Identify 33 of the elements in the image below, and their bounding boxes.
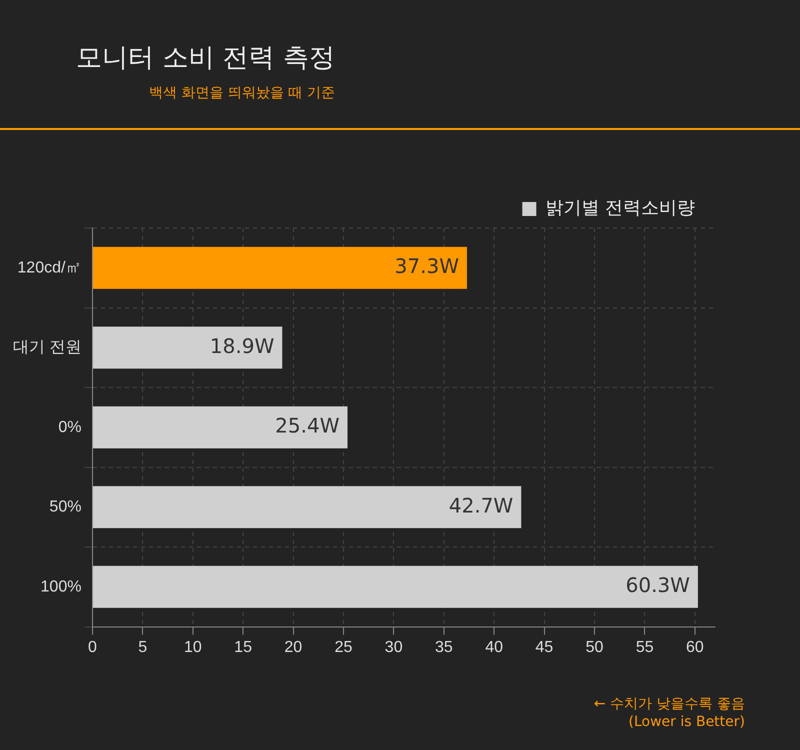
x-tick-label: 60 bbox=[686, 638, 704, 656]
data-label: 37.3W bbox=[394, 254, 460, 278]
bar bbox=[92, 406, 348, 448]
x-tick-label: 25 bbox=[334, 638, 352, 656]
x-tick-label: 45 bbox=[535, 638, 554, 656]
y-tick-label: 대기 전원 bbox=[12, 339, 82, 356]
data-label: 18.9W bbox=[210, 334, 274, 358]
text: (Lower is Better) bbox=[627, 713, 745, 731]
y-tick-label: 0% bbox=[58, 418, 82, 436]
x-tick-label: 15 bbox=[234, 638, 252, 656]
bar bbox=[92, 326, 282, 369]
data-label: 42.7W bbox=[448, 493, 514, 518]
data-label: 25.4W bbox=[275, 414, 340, 438]
chart-title: 모니터 소비 전력 측정 bbox=[76, 42, 335, 75]
x-tick-label: 20 bbox=[284, 638, 302, 656]
bar bbox=[92, 486, 522, 528]
data-label: 60.3W bbox=[626, 573, 690, 598]
x-tick-label: 50 bbox=[586, 638, 604, 656]
y-tick-label: 50% bbox=[49, 498, 82, 516]
x-tick-label: 30 bbox=[384, 638, 403, 656]
y-tick-label: 120cd/㎡ bbox=[17, 259, 82, 276]
x-tick-label: 40 bbox=[485, 638, 504, 656]
text: ← 수치가 낮을수록 좋음 bbox=[594, 695, 745, 713]
bar bbox=[92, 246, 467, 289]
legend-label: 밝기별 전력소비량 bbox=[545, 198, 696, 219]
chart-subtitle: 백색 화면을 띄워놨을 때 기준 bbox=[149, 84, 335, 102]
x-tick-label: 0 bbox=[88, 638, 97, 656]
bar bbox=[92, 566, 698, 608]
x-tick-label: 35 bbox=[434, 638, 453, 656]
x-tick-label: 5 bbox=[138, 638, 148, 656]
x-tick-label: 55 bbox=[636, 638, 654, 656]
y-tick-label: 100% bbox=[40, 578, 82, 596]
x-tick-label: 10 bbox=[184, 638, 202, 656]
